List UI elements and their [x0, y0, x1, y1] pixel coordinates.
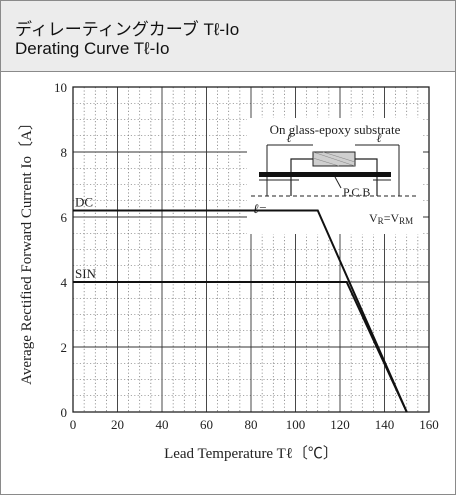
- pcb-label: P.C.B: [343, 185, 370, 199]
- x-tick-label: 120: [330, 417, 350, 432]
- derating-chart: On glass-epoxy substrate ℓ ℓ: [18, 80, 439, 462]
- y-tick-labels: 0 2 4 6 8 10: [54, 80, 68, 420]
- x-tick-label: 160: [419, 417, 439, 432]
- inset-diagram: On glass-epoxy substrate ℓ ℓ: [247, 118, 423, 234]
- series-group: [73, 209, 408, 413]
- y-tick-label: 0: [61, 405, 68, 420]
- x-tick-label: 60: [200, 417, 213, 432]
- y-tick-label: 6: [61, 210, 68, 225]
- inset-title: On glass-epoxy substrate: [270, 122, 401, 137]
- series-labels: DC SIN: [75, 195, 97, 282]
- lead-left: [290, 158, 313, 196]
- header-divider: [1, 71, 455, 72]
- series-label-sin: SIN: [75, 266, 97, 281]
- x-tick-label: 0: [70, 417, 77, 432]
- lead-right: [355, 158, 378, 196]
- pcb-board: [259, 172, 391, 177]
- l-equals-label: ℓ=: [253, 201, 267, 216]
- y-axis-label: Average Rectified Forward Current Io〔A〕: [18, 115, 35, 385]
- dim-left-label: ℓ: [287, 131, 292, 145]
- y-tick-label: 10: [54, 80, 67, 95]
- x-tick-labels: 0 20 40 60 80 100 120 140 160: [70, 417, 439, 432]
- series-label-dc: DC: [75, 195, 93, 210]
- title-japanese: ディレーティングカーブ Tℓ-Io: [15, 20, 240, 39]
- x-axis-label: Lead Temperature Tℓ〔℃〕: [164, 445, 338, 462]
- y-tick-label: 4: [61, 275, 68, 290]
- series-line-dc: [73, 209, 408, 413]
- dim-right-label: ℓ: [377, 131, 382, 145]
- plot-area: On glass-epoxy substrate ℓ ℓ: [1, 72, 455, 494]
- x-tick-label: 140: [375, 417, 395, 432]
- y-tick-label: 2: [61, 340, 68, 355]
- x-tick-label: 20: [111, 417, 124, 432]
- y-tick-label: 8: [61, 145, 68, 160]
- x-tick-label: 80: [245, 417, 258, 432]
- plot-border: [72, 86, 430, 413]
- title-english: Derating Curve Tℓ-Io: [15, 39, 170, 58]
- series-line-sin: [73, 281, 408, 413]
- x-tick-label: 100: [286, 417, 306, 432]
- x-tick-label: 40: [156, 417, 169, 432]
- figure-header: ディレーティングカーブ Tℓ-Io Derating Curve Tℓ-Io: [1, 1, 455, 71]
